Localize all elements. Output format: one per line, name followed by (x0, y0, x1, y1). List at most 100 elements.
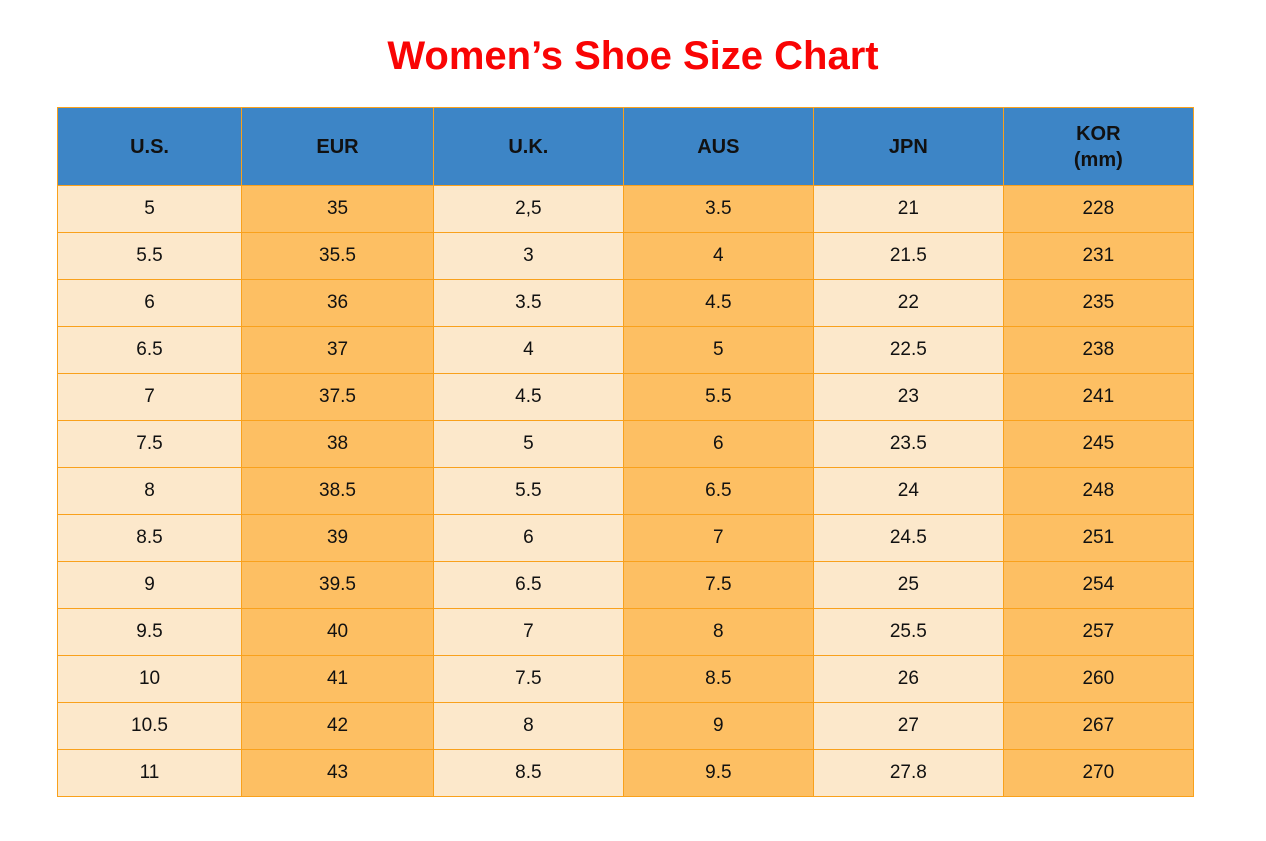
cell-us: 9 (56, 561, 243, 609)
table-row: 5.5 35.5 3 4 21.5 231 (56, 232, 1195, 280)
cell-kor: 257 (1002, 608, 1195, 656)
cell-jpn: 24 (812, 467, 1004, 515)
cell-eur: 41 (241, 655, 434, 703)
cell-us: 10.5 (56, 702, 243, 750)
cell-jpn: 22 (812, 279, 1004, 327)
cell-aus: 5.5 (622, 373, 814, 421)
column-header-unit: (mm) (1073, 148, 1123, 171)
header-row: U.S. EUR U.K. AUS JPN KOR (mm) (56, 107, 1195, 186)
cell-kor: 267 (1002, 702, 1195, 750)
cell-jpn: 25.5 (812, 608, 1004, 656)
cell-jpn: 22.5 (812, 326, 1004, 374)
column-header-us: U.S. (56, 107, 243, 186)
cell-us: 7.5 (56, 420, 243, 468)
cell-uk: 6.5 (433, 561, 624, 609)
cell-eur: 40 (241, 608, 434, 656)
cell-eur: 37 (241, 326, 434, 374)
table-row: 8 38.5 5.5 6.5 24 248 (56, 467, 1195, 515)
cell-uk: 3 (433, 232, 624, 280)
column-header-label: KOR (1076, 122, 1121, 145)
cell-aus: 4 (622, 232, 814, 280)
cell-us: 11 (56, 749, 243, 797)
cell-eur: 35.5 (241, 232, 434, 280)
column-header-jpn: JPN (812, 107, 1004, 186)
cell-kor: 241 (1002, 373, 1195, 421)
cell-us: 10 (56, 655, 243, 703)
cell-kor: 245 (1002, 420, 1195, 468)
table-row: 8.5 39 6 7 24.5 251 (56, 514, 1195, 562)
column-header-label: JPN (888, 135, 928, 158)
cell-us: 9.5 (56, 608, 243, 656)
table-row: 6 36 3.5 4.5 22 235 (56, 279, 1195, 327)
cell-kor: 260 (1002, 655, 1195, 703)
cell-kor: 254 (1002, 561, 1195, 609)
table-row: 10 41 7.5 8.5 26 260 (56, 655, 1195, 703)
cell-uk: 5 (433, 420, 624, 468)
cell-jpn: 27.8 (812, 749, 1004, 797)
table-row: 10.5 42 8 9 27 267 (56, 702, 1195, 750)
cell-aus: 3.5 (622, 185, 814, 233)
cell-jpn: 23.5 (812, 420, 1004, 468)
column-header-label: U.S. (130, 135, 169, 158)
shoe-size-table: U.S. EUR U.K. AUS JPN KOR (mm) 5 35 2,5 3.5… (56, 107, 1195, 797)
cell-aus: 6.5 (622, 467, 814, 515)
cell-uk: 5.5 (433, 467, 624, 515)
column-header-aus: AUS (622, 107, 814, 186)
table-row: 7.5 38 5 6 23.5 245 (56, 420, 1195, 468)
table-row: 11 43 8.5 9.5 27.8 270 (56, 749, 1195, 797)
cell-jpn: 24.5 (812, 514, 1004, 562)
column-header-uk: U.K. (433, 107, 624, 186)
cell-aus: 8 (622, 608, 814, 656)
cell-kor: 270 (1002, 749, 1195, 797)
cell-jpn: 27 (812, 702, 1004, 750)
column-header-label: AUS (697, 135, 740, 158)
cell-aus: 7.5 (622, 561, 814, 609)
column-header-label: U.K. (508, 135, 549, 158)
cell-uk: 2,5 (433, 185, 624, 233)
cell-us: 7 (56, 373, 243, 421)
cell-uk: 4 (433, 326, 624, 374)
cell-eur: 38.5 (241, 467, 434, 515)
cell-eur: 35 (241, 185, 434, 233)
cell-uk: 8.5 (433, 749, 624, 797)
table-header: U.S. EUR U.K. AUS JPN KOR (mm) (56, 107, 1195, 186)
cell-aus: 9 (622, 702, 814, 750)
cell-eur: 38 (241, 420, 434, 468)
cell-us: 8.5 (56, 514, 243, 562)
table-row: 7 37.5 4.5 5.5 23 241 (56, 373, 1195, 421)
cell-kor: 235 (1002, 279, 1195, 327)
cell-aus: 7 (622, 514, 814, 562)
cell-us: 8 (56, 467, 243, 515)
cell-us: 5 (56, 185, 243, 233)
cell-aus: 6 (622, 420, 814, 468)
cell-us: 6 (56, 279, 243, 327)
column-header-kor: KOR (mm) (1002, 107, 1195, 186)
cell-kor: 231 (1002, 232, 1195, 280)
cell-jpn: 25 (812, 561, 1004, 609)
cell-jpn: 21 (812, 185, 1004, 233)
cell-jpn: 23 (812, 373, 1004, 421)
page-title: Women’s Shoe Size Chart (387, 34, 879, 78)
table-body: 5 35 2,5 3.5 21 228 5.5 35.5 3 4 21.5 231 6 36 3.5 4.5 2… (56, 185, 1195, 797)
cell-us: 6.5 (56, 326, 243, 374)
cell-kor: 248 (1002, 467, 1195, 515)
cell-jpn: 21.5 (812, 232, 1004, 280)
column-header-label: EUR (316, 135, 359, 158)
cell-uk: 7.5 (433, 655, 624, 703)
table-row: 5 35 2,5 3.5 21 228 (56, 185, 1195, 233)
table-row: 9 39.5 6.5 7.5 25 254 (56, 561, 1195, 609)
cell-us: 5.5 (56, 232, 243, 280)
cell-uk: 8 (433, 702, 624, 750)
cell-aus: 4.5 (622, 279, 814, 327)
cell-kor: 251 (1002, 514, 1195, 562)
cell-eur: 39 (241, 514, 434, 562)
cell-jpn: 26 (812, 655, 1004, 703)
cell-uk: 7 (433, 608, 624, 656)
cell-aus: 5 (622, 326, 814, 374)
cell-aus: 9.5 (622, 749, 814, 797)
cell-eur: 37.5 (241, 373, 434, 421)
cell-eur: 42 (241, 702, 434, 750)
cell-aus: 8.5 (622, 655, 814, 703)
cell-eur: 43 (241, 749, 434, 797)
